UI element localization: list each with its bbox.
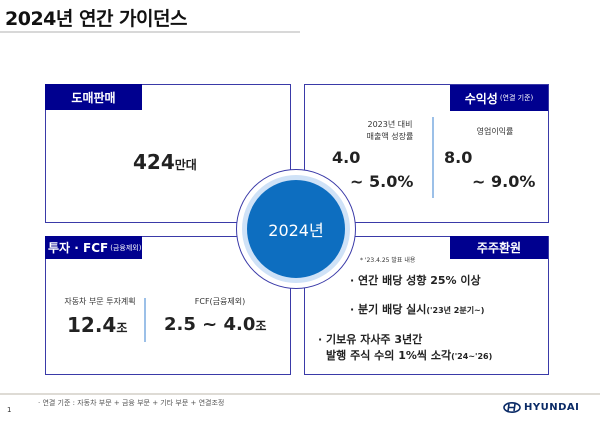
profitability-divider [432, 117, 434, 198]
growth-label-line2: 매출액 성장률 [366, 132, 414, 141]
wholesale-unit: 만대 [174, 158, 197, 172]
capex-unit: 조 [116, 321, 128, 335]
growth-low: 4.0 [332, 148, 361, 167]
investment-tab: 투자 · FCF (금융제외) [45, 236, 142, 259]
hyundai-wordmark: HYUNDAI [524, 402, 580, 413]
wholesale-tab-label: 도매판매 [71, 90, 116, 105]
footer-rule [0, 393, 600, 395]
shareholder-tab-label: 주주환원 [476, 241, 522, 255]
capex-value: 12.4조 [67, 313, 127, 337]
investment-tab-label: 투자 · FCF [48, 241, 109, 255]
bullet-buyback-line2: 발행 주식 수의 1%씩 소각('24~'26) [318, 348, 492, 365]
profitability-tab: 수익성 (연결 기준) [450, 85, 548, 111]
bullet-quarterly: · 분기 배당 실시('23년 2분기~) [350, 302, 484, 319]
bullet-buyback-line1: · 기보유 자사주 3년간 [318, 333, 423, 346]
bullet-quarterly-text: · 분기 배당 실시 [350, 303, 427, 316]
year-label: 2024년 [268, 221, 324, 240]
profitability-tab-label: 수익성 [464, 91, 498, 106]
year-circle: 2024년 [242, 175, 350, 283]
growth-high: ~ 5.0% [350, 172, 414, 191]
page-title: 2024년 연간 가이던스 [5, 8, 187, 30]
capex-label: 자동차 부문 투자계획 [64, 297, 136, 306]
margin-low: 8.0 [444, 148, 473, 167]
bullet-quarterly-note: ('23년 2분기~) [426, 306, 485, 315]
growth-label-line1: 2023년 대비 [367, 120, 413, 129]
fcf-label: FCF(금융제외) [194, 297, 246, 306]
fcf-number: 2.5 ~ 4.0 [164, 314, 256, 335]
hyundai-emblem-icon [503, 402, 521, 413]
margin-high: ~ 9.0% [472, 172, 536, 191]
fcf-unit: 조 [255, 319, 267, 333]
bullet-buyback-note: ('24~'26) [451, 352, 493, 361]
wholesale-number: 424 [133, 150, 175, 174]
shareholder-tab: 주주환원 [450, 236, 548, 259]
profitability-tab-note: (연결 기준) [499, 94, 534, 102]
investment-tab-note: (금융제외) [110, 243, 142, 252]
hyundai-logo: HYUNDAI [503, 402, 579, 413]
wholesale-tab: 도매판매 [45, 84, 142, 110]
bullet-buyback-text: 발행 주식 수의 1%씩 소각 [326, 349, 452, 362]
fcf-value: 2.5 ~ 4.0조 [164, 314, 266, 335]
title-rule [0, 31, 300, 33]
page-number: 1 [7, 406, 12, 414]
investment-divider [144, 298, 146, 342]
margin-label: 영업이익률 [476, 127, 514, 136]
wholesale-value: 424만대 [133, 150, 197, 174]
footer-note: · 연결 기준 : 자동차 부문 + 금융 부문 + 기타 부문 + 연결조정 [38, 399, 225, 407]
capex-number: 12.4 [67, 313, 117, 337]
bullet-payout: · 연간 배당 성향 25% 이상 [350, 274, 481, 287]
shareholder-note: * '23.4.25 발표 내용 [360, 257, 416, 264]
